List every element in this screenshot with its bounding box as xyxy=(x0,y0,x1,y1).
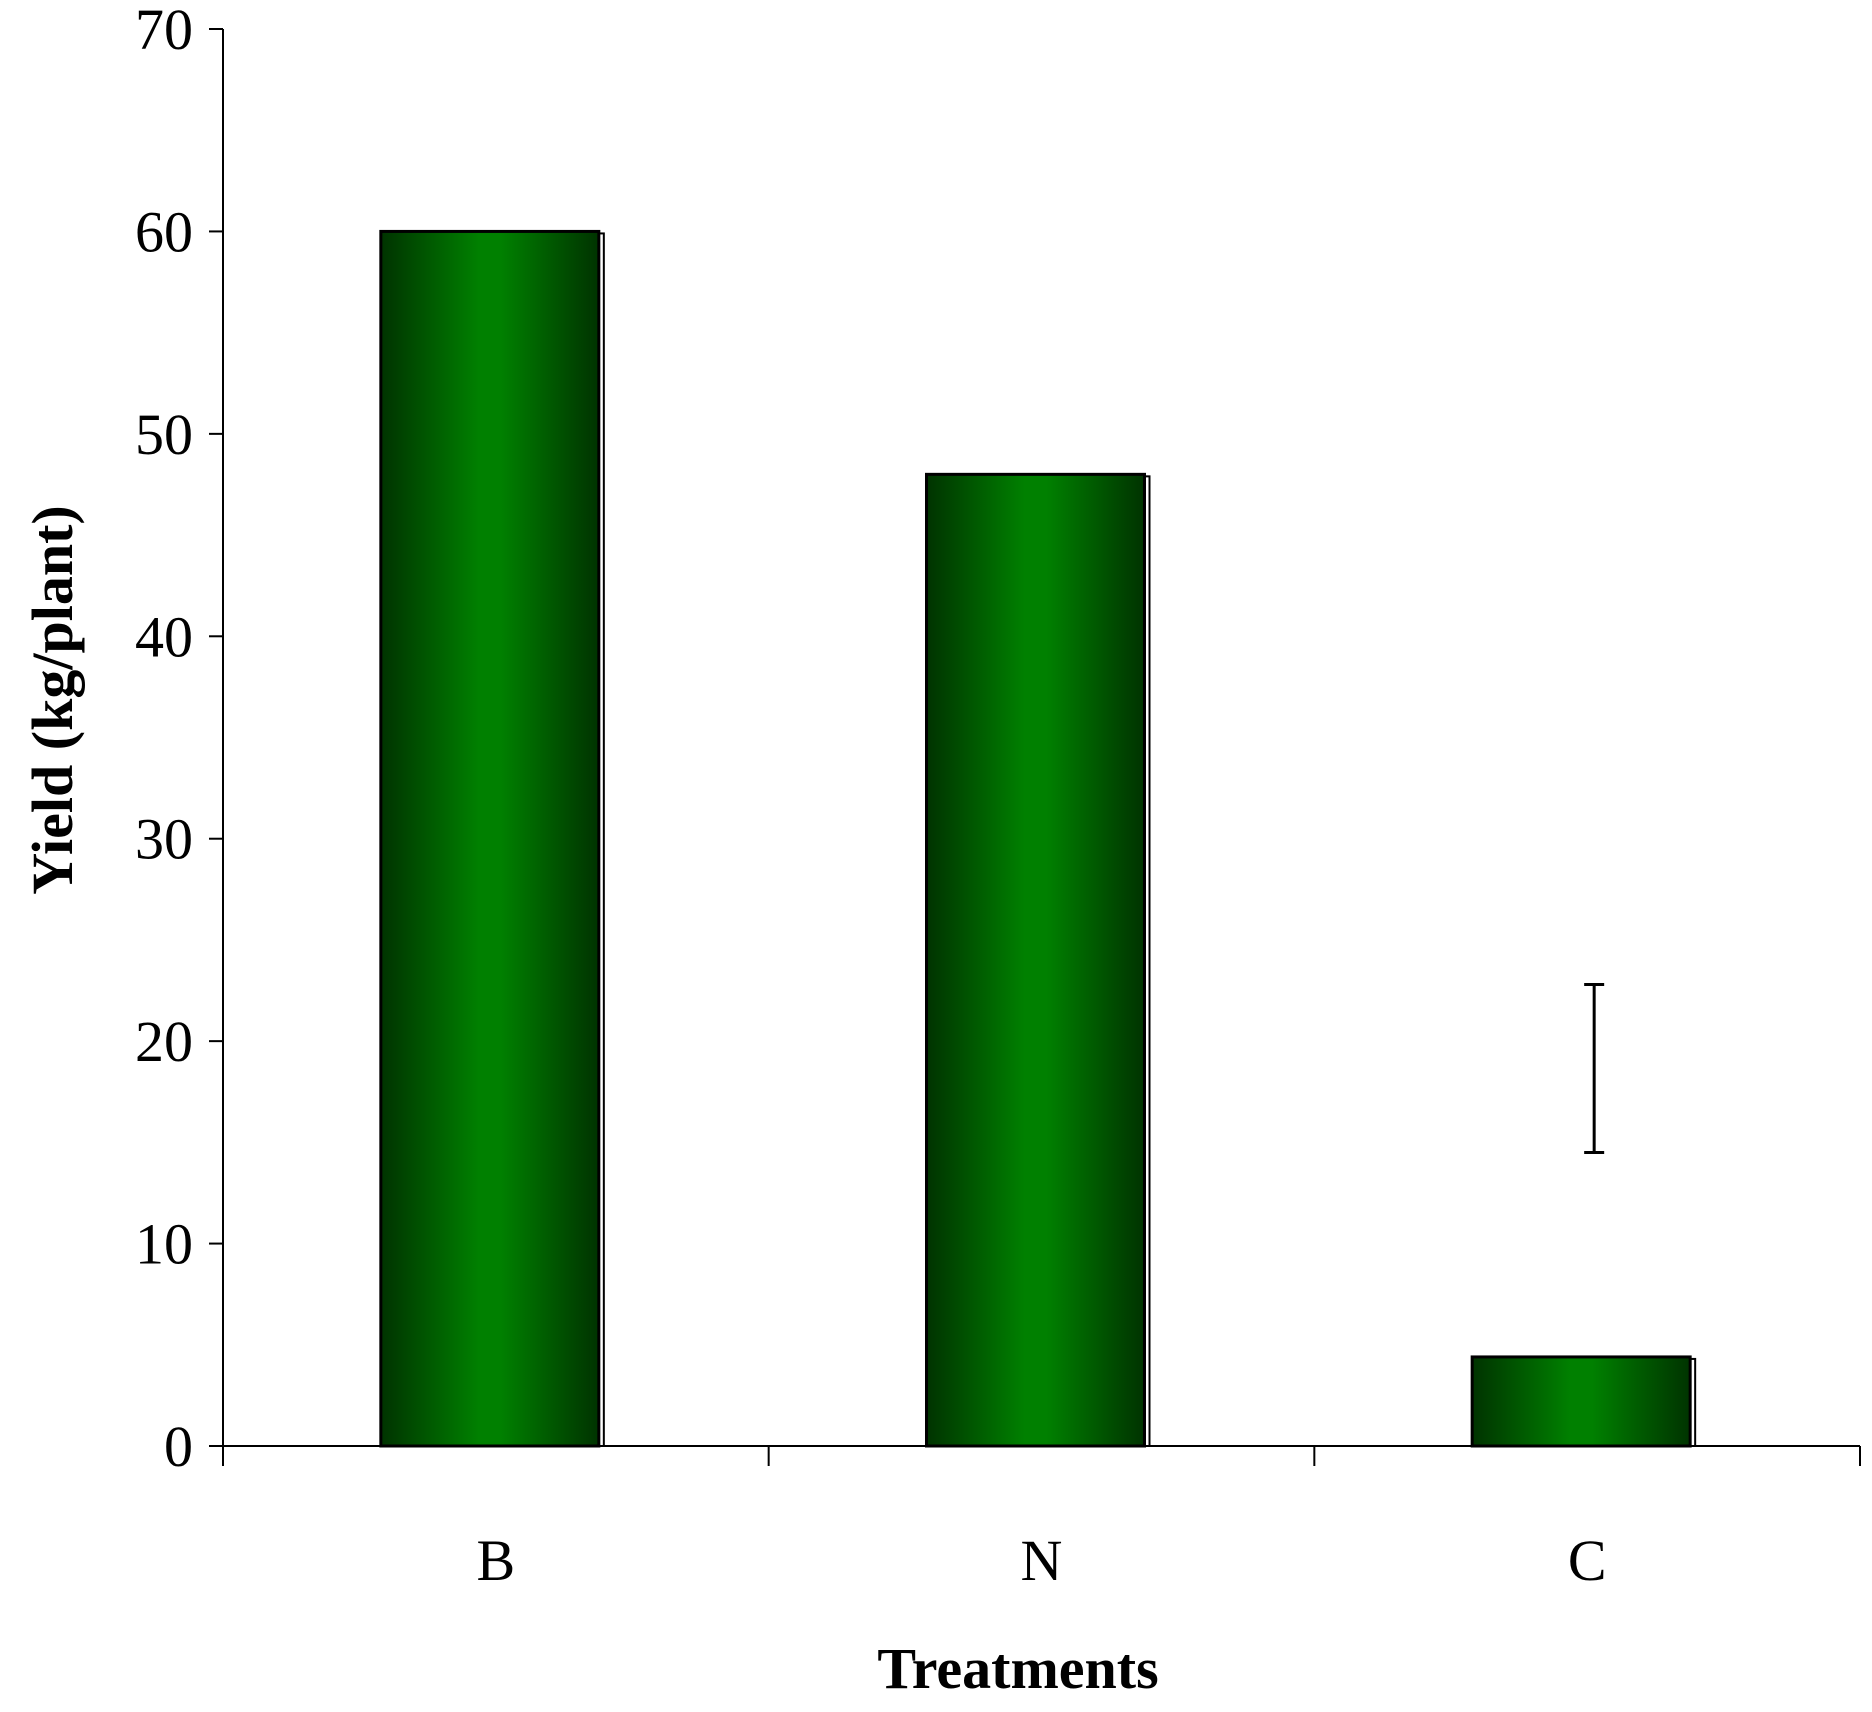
y-tick-label: 50 xyxy=(135,402,193,467)
y-tick-label: 60 xyxy=(135,199,193,264)
plot-area: 0 10 20 30 40 50 60 70 B N C xyxy=(135,0,1861,1593)
x-tick-label-n: N xyxy=(1021,1528,1063,1593)
bar-n xyxy=(925,472,1146,1448)
y-tick-label: 0 xyxy=(164,1414,193,1479)
y-axis-ticks: 0 10 20 30 40 50 60 70 xyxy=(135,0,223,1479)
y-tick-label: 20 xyxy=(135,1009,193,1074)
error-bars xyxy=(1584,982,1605,1154)
y-tick-label: 30 xyxy=(135,807,193,872)
y-tick-label: 40 xyxy=(135,604,193,669)
y-axis-title: Yield (kg/plant) xyxy=(20,505,85,894)
bar-b xyxy=(379,229,601,1448)
bars xyxy=(379,229,1697,1448)
x-tick-label-b: B xyxy=(476,1528,515,1593)
y-tick-label: 70 xyxy=(135,0,193,62)
x-axis-title: Treatments xyxy=(877,1636,1158,1701)
y-tick-label: 10 xyxy=(135,1212,193,1277)
x-tick-label-c: C xyxy=(1568,1528,1607,1593)
bar-c xyxy=(1470,1355,1692,1448)
